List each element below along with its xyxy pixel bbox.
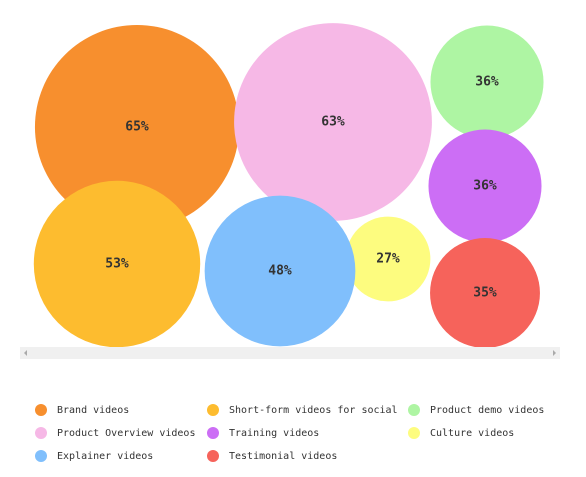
data-label: 63%: [321, 115, 345, 130]
legend-swatch: [207, 450, 219, 462]
bubble: [33, 180, 201, 348]
bubble: [430, 25, 544, 139]
legend-label: Testimonial videos: [229, 451, 337, 462]
data-label: 53%: [105, 257, 129, 272]
legend-label: Training videos: [229, 428, 319, 439]
bubble: [34, 24, 240, 230]
legend-swatch: [35, 450, 47, 462]
scrollbar[interactable]: [20, 347, 560, 359]
legend: Brand videos Short-form videos for social…: [35, 404, 544, 462]
scroll-right[interactable]: [553, 350, 556, 356]
data-label: 27%: [376, 252, 400, 267]
data-label: 65%: [125, 120, 149, 135]
legend-swatch: [207, 427, 219, 439]
legend-swatch: [408, 427, 420, 439]
legend-swatch: [207, 404, 219, 416]
bubble: [204, 195, 356, 347]
legend-swatch: [408, 404, 420, 416]
bubbles: 65% 53% 36% 63% 36% 27% 48% 35%: [33, 23, 544, 348]
legend-label: Short-form videos for social: [229, 405, 398, 416]
legend-label: Product Overview videos: [57, 428, 195, 439]
scroll-left[interactable]: [24, 350, 27, 356]
scroll-track[interactable]: [20, 347, 560, 359]
legend-swatch: [35, 427, 47, 439]
data-label: 35%: [473, 286, 497, 301]
legend-label: Culture videos: [430, 428, 514, 439]
bubble: [345, 216, 431, 302]
data-label: 36%: [473, 179, 497, 194]
bubble: [428, 129, 542, 243]
bubble: [234, 23, 432, 221]
bubble: [430, 238, 540, 348]
legend-label: Brand videos: [57, 405, 129, 416]
legend-label: Product demo videos: [430, 405, 544, 416]
data-label: 36%: [475, 75, 499, 90]
legend-label: Explainer videos: [57, 451, 153, 462]
legend-swatch: [35, 404, 47, 416]
data-label: 48%: [268, 264, 292, 279]
